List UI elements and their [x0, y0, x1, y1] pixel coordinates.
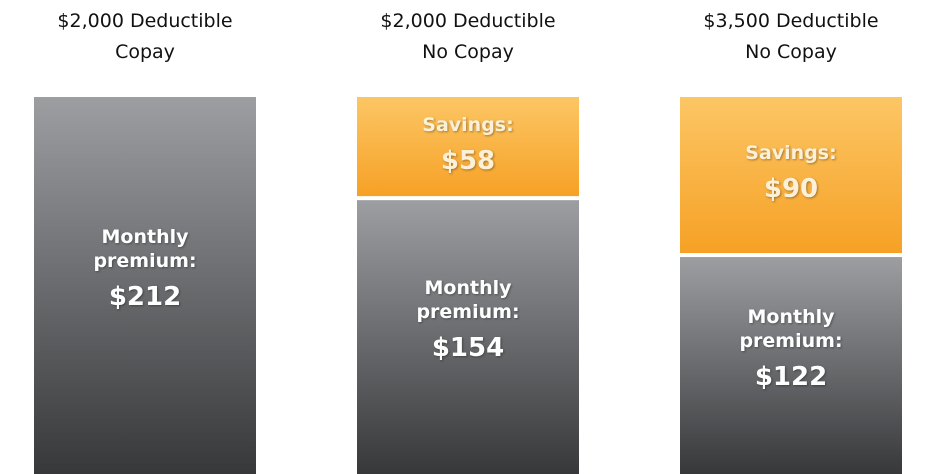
bar-segment	[357, 200, 579, 474]
series-name: Monthly premium:	[416, 277, 520, 324]
bar-segment	[680, 97, 902, 254]
bar-segment	[357, 97, 579, 197]
bar-segment	[680, 257, 902, 474]
bar-segment	[34, 97, 256, 474]
series-name: Monthly premium:	[93, 225, 197, 272]
value-label: $212	[108, 281, 182, 312]
value-label: $58	[440, 145, 496, 176]
value-label: $90	[763, 174, 819, 205]
value-label: $154	[431, 333, 505, 364]
segment-label: Savings: $90	[680, 97, 902, 253]
value-label: $122	[754, 361, 828, 392]
segment-label: Monthly premium: $122	[680, 257, 902, 444]
series-name: Monthly premium:	[739, 305, 843, 352]
category-label: $2,000 Deductible No Copay	[380, 10, 556, 63]
series-name: Savings:	[422, 113, 514, 136]
segment-label: Savings: $58	[357, 97, 579, 196]
category-label: $2,000 Deductible Copay	[57, 10, 233, 63]
segment-label: Monthly premium: $154	[357, 200, 579, 444]
series-name: Savings:	[745, 142, 837, 165]
segment-label: Monthly premium: $212	[34, 97, 256, 444]
category-label: $3,500 Deductible No Copay	[703, 10, 879, 63]
